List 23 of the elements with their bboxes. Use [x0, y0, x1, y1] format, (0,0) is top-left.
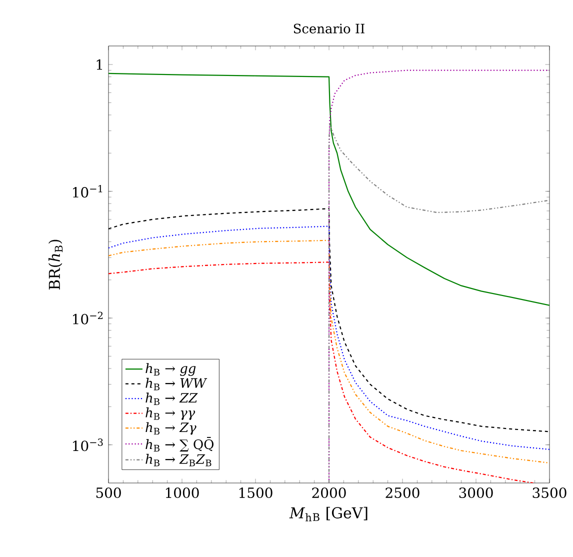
line-series: [108, 72, 550, 306]
legend-label: h$_{B}$ → Z$_{B}$Z$_{B}$: [146, 454, 212, 466]
y-tick-label: 10$^{−1}$: [73, 184, 102, 198]
legend-label: h$_{B}$ → WW: [146, 378, 208, 390]
legend-label: h$_{B}$ → γγ: [146, 407, 196, 420]
y-axis-title: BR(h$_{B}$): [48, 240, 63, 290]
x-tick-label: 1000: [166, 488, 199, 498]
y-tick-label: 10$^{−2}$: [73, 312, 103, 324]
y-tick-label: 10$^{−3}$: [73, 438, 103, 452]
x-tick-label: 500: [96, 488, 121, 498]
chart-title: Scenario II: [294, 24, 364, 34]
x-axis-title: M$_{hB}$ [GeV]: [289, 506, 368, 522]
legend-label: h$_{B}$ → ZZ: [146, 392, 198, 406]
y-tick-label: 1: [96, 59, 102, 70]
x-tick-label: 3500: [532, 488, 566, 498]
x-tick-label: 3000: [459, 488, 493, 498]
x-tick-label: 1500: [239, 488, 272, 498]
legend-label: h$_{B}$ → ∑ QQ̄: [146, 436, 214, 452]
line-series: [108, 262, 534, 483]
x-tick-label: 2000: [312, 488, 346, 498]
legend-label: h$_{B}$ → gg: [146, 363, 196, 376]
x-tick-label: 2500: [386, 488, 420, 498]
legend-label: h$_{B}$ → Zγ: [146, 422, 196, 435]
